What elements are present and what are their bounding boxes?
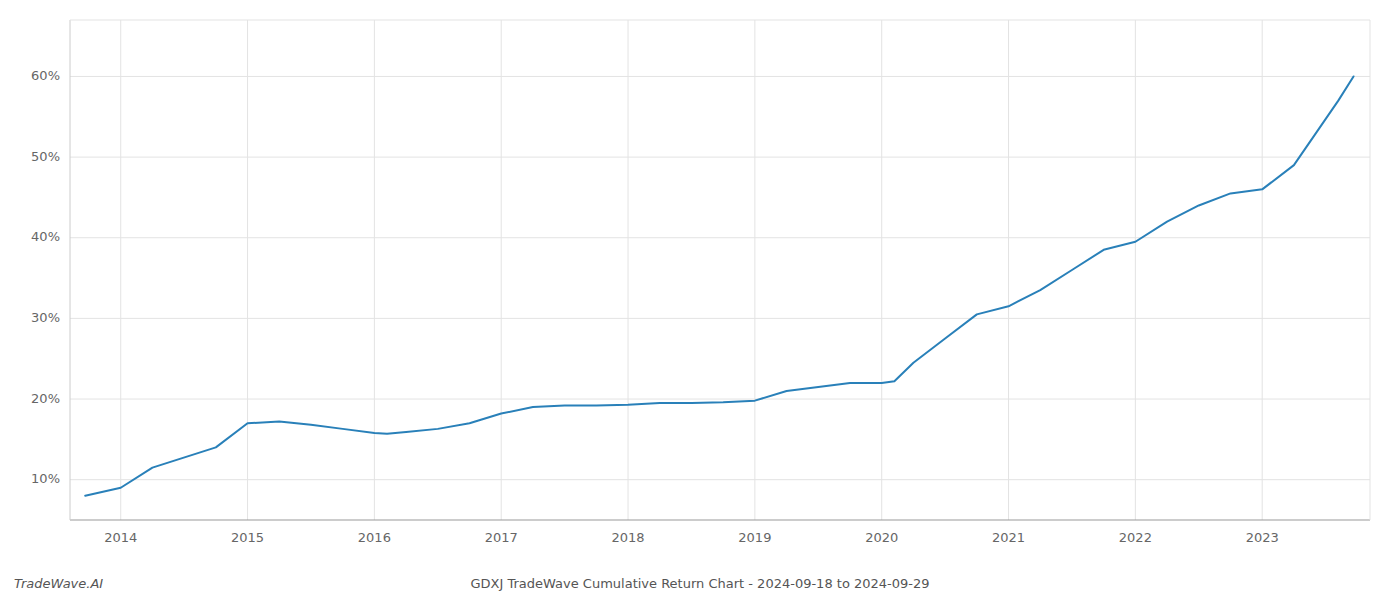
- axes: 10% 20% 30% 40% 50% 60% 2014 2015 2016 2017 2018 20…: [31, 20, 1370, 545]
- x-grid-line: [881, 20, 882, 520]
- x-grid-line: [120, 20, 121, 520]
- plot-frame-top: [70, 20, 1370, 21]
- x-grid-line: [628, 20, 629, 520]
- grid: [70, 20, 1370, 520]
- y-tick-label: 60%: [31, 68, 60, 83]
- x-grid-line: [247, 20, 248, 520]
- y-grid-line: [70, 399, 1370, 400]
- x-tick-label: 2018: [612, 530, 645, 545]
- y-axis-line: [70, 20, 71, 520]
- y-grid-line: [70, 479, 1370, 480]
- x-tick-label: 2021: [992, 530, 1025, 545]
- x-tick-label: 2020: [865, 530, 898, 545]
- y-grid-line: [70, 76, 1370, 77]
- x-axis-line: [70, 520, 1370, 521]
- x-tick-label: 2015: [231, 530, 264, 545]
- chart: 10% 20% 30% 40% 50% 60% 2014 2015 2016 2017 2018 20…: [0, 0, 1400, 600]
- y-grid-line: [70, 237, 1370, 238]
- x-tick-label: 2022: [1119, 530, 1152, 545]
- x-tick-label: 2017: [485, 530, 518, 545]
- y-tick-label: 30%: [31, 310, 60, 325]
- x-tick-label: 2016: [358, 530, 391, 545]
- x-grid-line: [374, 20, 375, 520]
- x-grid-line: [1135, 20, 1136, 520]
- x-grid-line: [501, 20, 502, 520]
- y-tick-label: 10%: [31, 471, 60, 486]
- watermark: TradeWave.AI: [14, 576, 103, 591]
- plot-frame-right: [1370, 20, 1371, 520]
- data: [85, 76, 1353, 495]
- x-tick-label: 2019: [738, 530, 771, 545]
- x-tick-label: 2014: [104, 530, 137, 545]
- line: [85, 76, 1353, 495]
- y-tick-label: 20%: [31, 391, 60, 406]
- texts: TradeWave.AI GDXJ TradeWave Cumulative Re…: [14, 576, 930, 591]
- y-tick-label: 40%: [31, 229, 60, 244]
- y-tick-label: 50%: [31, 149, 60, 164]
- x-grid-line: [754, 20, 755, 520]
- x-grid-line: [1262, 20, 1263, 520]
- x-grid-line: [1008, 20, 1009, 520]
- x-tick-label: 2023: [1246, 530, 1279, 545]
- y-grid-line: [70, 318, 1370, 319]
- title: GDXJ TradeWave Cumulative Return Chart -…: [470, 576, 929, 591]
- y-grid-line: [70, 157, 1370, 158]
